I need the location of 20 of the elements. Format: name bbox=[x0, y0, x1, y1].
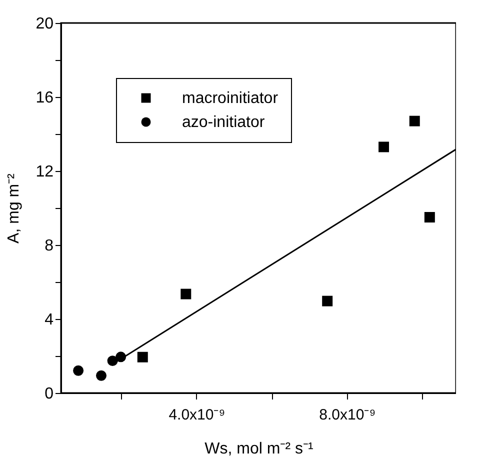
legend-label: macroinitiator bbox=[182, 90, 279, 107]
y-tick-label: 8 bbox=[44, 238, 54, 254]
x-tick-label: 8.0x10⁻⁹ bbox=[319, 406, 376, 424]
point bbox=[378, 142, 390, 152]
y-tick-label: 0 bbox=[44, 386, 54, 402]
point bbox=[424, 212, 435, 222]
y-axis-title: A, mg m⁻² bbox=[6, 172, 23, 244]
point bbox=[73, 365, 84, 376]
y-tick-label: 16 bbox=[36, 90, 54, 106]
point bbox=[137, 352, 148, 362]
point bbox=[409, 116, 420, 126]
x-axis-title: Ws, mol m⁻² s⁻¹ bbox=[204, 440, 314, 458]
point bbox=[322, 296, 333, 306]
point bbox=[96, 370, 106, 381]
y-tick-label: 20 bbox=[36, 16, 54, 32]
point bbox=[180, 288, 192, 300]
y-tick-label: 4 bbox=[44, 312, 54, 328]
legend-label: azo-initiator bbox=[182, 114, 266, 131]
x-tick-label: 4.0x10⁻⁹ bbox=[168, 406, 226, 424]
y-tick-label: 12 bbox=[36, 164, 54, 180]
